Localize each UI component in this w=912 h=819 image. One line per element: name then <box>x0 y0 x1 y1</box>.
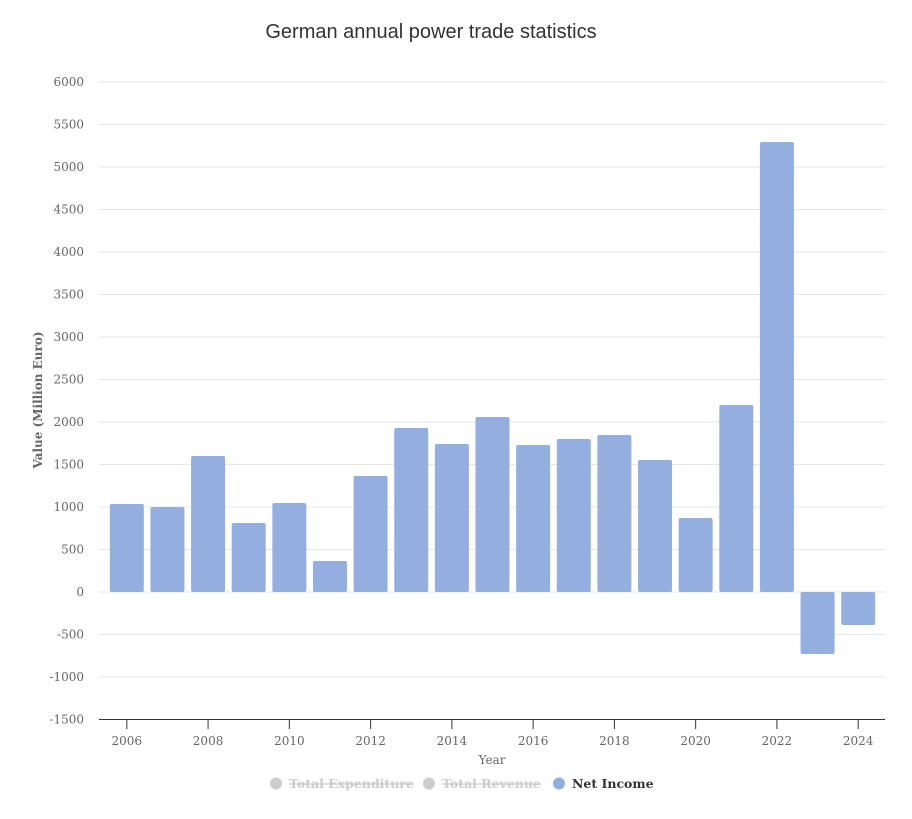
x-tick-label: 2008 <box>193 734 224 748</box>
y-tick-label: 2500 <box>53 373 84 387</box>
bar-2013 <box>394 428 429 592</box>
x-tick-label: 2006 <box>112 734 143 748</box>
x-tick-label: 2020 <box>680 734 711 748</box>
legend-label: Net Income <box>572 776 654 791</box>
x-tick-label: 2024 <box>843 734 874 748</box>
x-tick-label: 2022 <box>762 734 793 748</box>
y-tick-label: -1000 <box>49 670 84 684</box>
x-tick-label: 2012 <box>355 734 386 748</box>
legend-item-total-expenditure[interactable]: Total Expenditure <box>270 776 414 791</box>
bar-2014 <box>434 444 469 592</box>
legend-marker <box>423 777 435 790</box>
y-tick-label: 500 <box>61 543 84 557</box>
x-tick-label: 2014 <box>437 734 468 748</box>
bars <box>109 142 876 654</box>
bar-2007 <box>150 507 185 592</box>
y-axis-ticks: -1500 -1000 -500 0 500 1000 1500 2000 2500 3000 35… <box>49 75 84 727</box>
bar-2024 <box>841 592 876 625</box>
y-tick-label: 5000 <box>53 160 84 174</box>
legend-label: Total Expenditure <box>289 776 414 791</box>
bar-2021 <box>719 405 754 592</box>
x-axis-label: Year <box>478 753 506 767</box>
y-tick-label: 6000 <box>53 75 84 89</box>
bar-2022 <box>759 142 794 592</box>
y-tick-label: 0 <box>76 585 84 599</box>
y-tick-label: 5500 <box>53 118 84 132</box>
legend-label: Total Revenue <box>442 776 541 791</box>
x-tick-label: 2010 <box>274 734 305 748</box>
bar-2006 <box>109 504 144 592</box>
x-tick-label: 2018 <box>599 734 630 748</box>
legend-item-net-income[interactable]: Net Income <box>553 776 654 791</box>
bar-2015 <box>475 416 510 592</box>
legend-marker <box>270 777 282 790</box>
legend-marker <box>553 777 565 790</box>
legend: Total Expenditure Total Revenue Net Income <box>270 776 654 791</box>
bar-2016 <box>516 445 551 592</box>
x-axis-ticks: 2006 2008 2010 2012 2014 2016 2018 2020 2022 2024 <box>112 719 874 748</box>
chart-title: German annual power trade statistics <box>265 21 596 43</box>
y-tick-label: 1000 <box>53 500 84 514</box>
y-axis-label: Value (Million Euro) <box>31 331 45 469</box>
y-tick-label: 3000 <box>53 330 84 344</box>
x-tick-label: 2016 <box>518 734 549 748</box>
y-tick-label: 1500 <box>53 458 84 472</box>
bar-2009 <box>231 522 266 592</box>
y-tick-label: 4500 <box>53 203 84 217</box>
y-tick-label: 4000 <box>53 245 84 259</box>
legend-item-total-revenue[interactable]: Total Revenue <box>423 776 541 791</box>
bar-2019 <box>638 459 673 592</box>
bar-2023 <box>800 592 835 654</box>
bar-2008 <box>191 456 226 592</box>
bar-2017 <box>556 439 591 592</box>
bar-2020 <box>678 517 713 592</box>
y-tick-label: -500 <box>57 628 84 642</box>
bar-2010 <box>272 503 307 592</box>
bar-2012 <box>353 475 388 592</box>
bar-2018 <box>597 435 632 592</box>
y-tick-label: -1500 <box>49 713 84 727</box>
y-tick-label: 3500 <box>53 288 84 302</box>
y-tick-label: 2000 <box>53 415 84 429</box>
bar-2011 <box>312 560 347 592</box>
